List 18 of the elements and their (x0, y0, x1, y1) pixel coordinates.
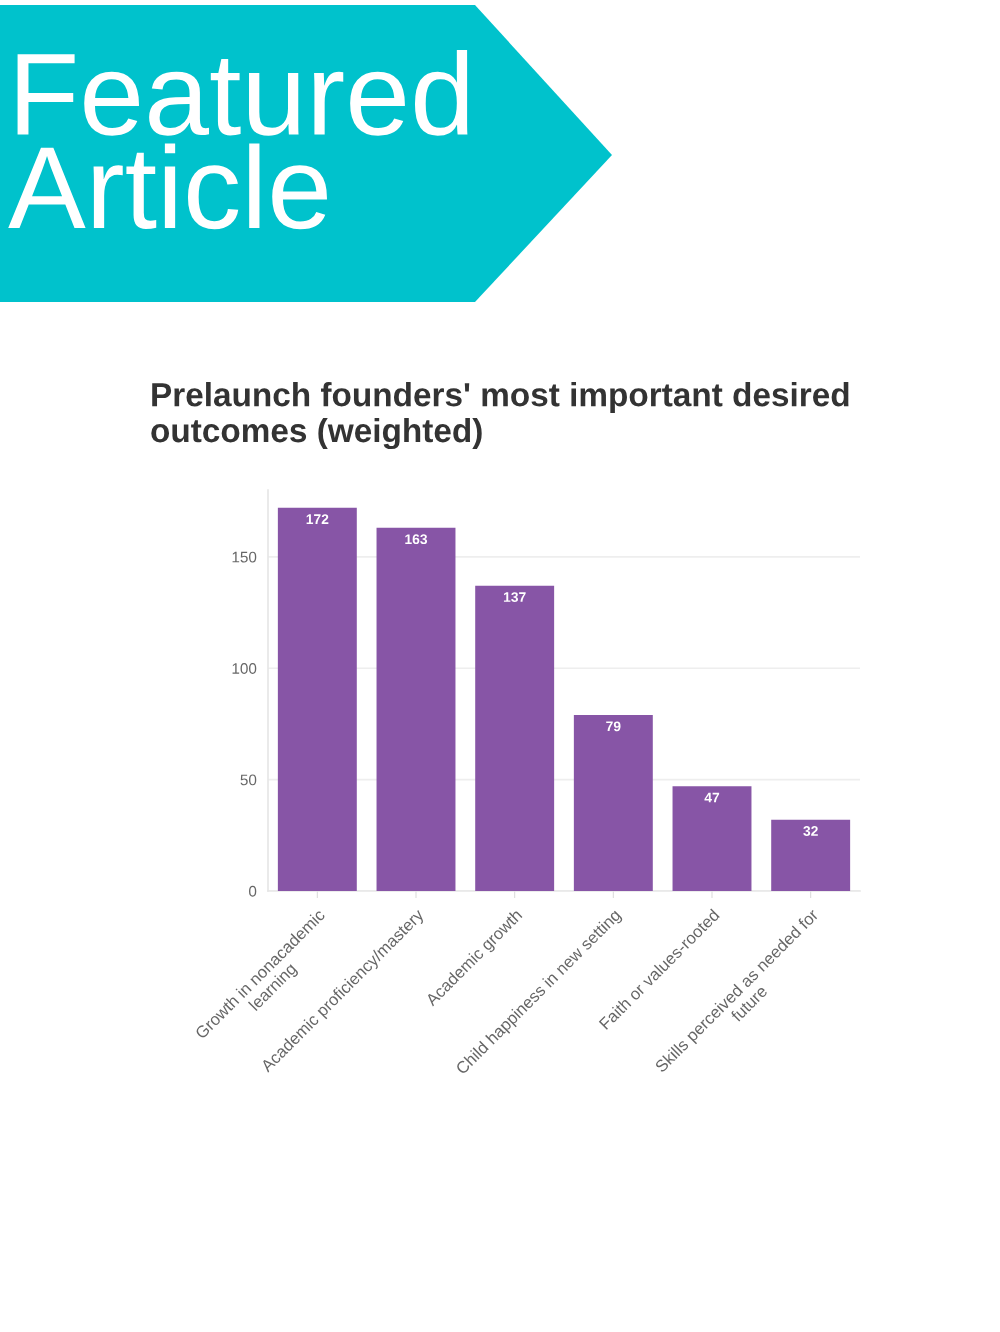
y-tick-label: 50 (240, 774, 257, 786)
bar (376, 527, 456, 891)
data-label: 163 (405, 534, 428, 545)
data-label: 172 (306, 514, 329, 524)
bar (277, 507, 357, 891)
chart-title: Prelaunch founders' most important desired outcomes (weighted) (151, 382, 849, 450)
text: Featured Article (8, 50, 468, 230)
bar (771, 819, 851, 891)
bar (672, 786, 752, 891)
bar (573, 715, 653, 891)
data-label: 32 (803, 826, 818, 836)
data-label: 137 (503, 592, 526, 603)
y-tick-label: 0 (248, 885, 257, 897)
y-tick-label: 150 (232, 551, 257, 563)
data-label: 79 (606, 721, 621, 732)
data-label: 47 (704, 792, 720, 803)
bar (475, 585, 555, 891)
y-tick-label: 100 (232, 663, 257, 674)
